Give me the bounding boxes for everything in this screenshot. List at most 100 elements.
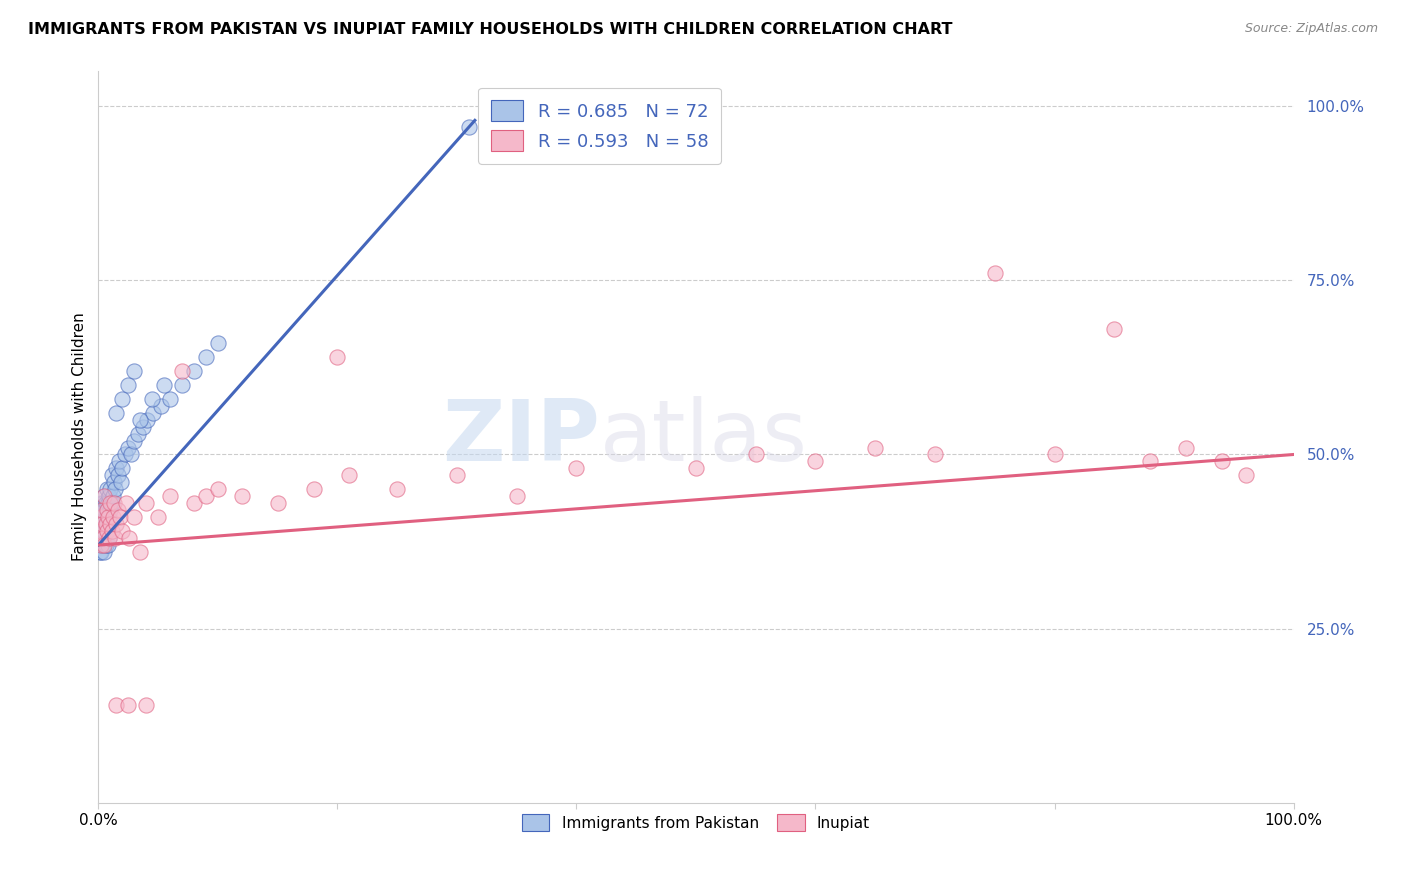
Point bbox=[96, 524, 118, 538]
Point bbox=[207, 483, 229, 497]
Point bbox=[148, 510, 170, 524]
Point bbox=[97, 517, 120, 532]
Point bbox=[131, 419, 153, 434]
Point bbox=[90, 545, 112, 559]
Point bbox=[90, 510, 112, 524]
Point bbox=[458, 120, 481, 134]
Point bbox=[105, 517, 128, 532]
Point bbox=[124, 434, 146, 448]
Point bbox=[141, 392, 163, 406]
Point bbox=[117, 698, 139, 713]
Point bbox=[90, 538, 112, 552]
Point bbox=[91, 538, 114, 552]
Text: Source: ZipAtlas.com: Source: ZipAtlas.com bbox=[1244, 22, 1378, 36]
Point bbox=[101, 489, 124, 503]
Point bbox=[153, 377, 176, 392]
Point bbox=[115, 496, 138, 510]
Point bbox=[105, 698, 128, 713]
Point bbox=[142, 406, 165, 420]
Text: ZIP: ZIP bbox=[443, 395, 600, 479]
Point bbox=[107, 454, 129, 468]
Point bbox=[207, 336, 229, 351]
Point bbox=[135, 698, 157, 713]
Point bbox=[183, 364, 205, 378]
Point bbox=[89, 538, 111, 552]
Point bbox=[111, 524, 134, 538]
Point bbox=[100, 496, 122, 510]
Text: IMMIGRANTS FROM PAKISTAN VS INUPIAT FAMILY HOUSEHOLDS WITH CHILDREN CORRELATION : IMMIGRANTS FROM PAKISTAN VS INUPIAT FAMI… bbox=[28, 22, 953, 37]
Point bbox=[96, 524, 118, 538]
Point bbox=[1234, 468, 1257, 483]
Point bbox=[98, 510, 121, 524]
Point bbox=[94, 496, 117, 510]
Point bbox=[94, 517, 117, 532]
Point bbox=[1139, 454, 1161, 468]
Point bbox=[91, 503, 114, 517]
Point bbox=[108, 510, 131, 524]
Point bbox=[93, 524, 115, 538]
Point bbox=[745, 448, 768, 462]
Y-axis label: Family Households with Children: Family Households with Children bbox=[72, 313, 87, 561]
Point bbox=[98, 496, 122, 510]
Point bbox=[231, 489, 253, 503]
Point bbox=[103, 475, 125, 490]
Point bbox=[91, 531, 114, 545]
Point bbox=[93, 503, 115, 517]
Point bbox=[1043, 448, 1066, 462]
Legend: Immigrants from Pakistan, Inupiat: Immigrants from Pakistan, Inupiat bbox=[515, 806, 877, 839]
Point bbox=[98, 483, 122, 497]
Point bbox=[93, 489, 115, 503]
Point bbox=[326, 350, 349, 364]
Point bbox=[91, 524, 114, 538]
Point bbox=[100, 468, 122, 483]
Point bbox=[127, 426, 149, 441]
Point bbox=[117, 377, 139, 392]
Point bbox=[89, 524, 111, 538]
Point bbox=[94, 510, 117, 524]
Point bbox=[267, 496, 290, 510]
Point bbox=[94, 517, 117, 532]
Point bbox=[924, 448, 946, 462]
Point bbox=[105, 461, 128, 475]
Point bbox=[91, 517, 114, 532]
Point bbox=[98, 531, 121, 545]
Point bbox=[90, 538, 112, 552]
Text: atlas: atlas bbox=[600, 395, 808, 479]
Point bbox=[107, 468, 129, 483]
Point bbox=[91, 503, 114, 517]
Point bbox=[89, 524, 111, 538]
Point bbox=[94, 538, 117, 552]
Point bbox=[339, 468, 361, 483]
Point bbox=[865, 441, 887, 455]
Point bbox=[97, 510, 120, 524]
Point bbox=[98, 517, 122, 532]
Point bbox=[506, 489, 529, 503]
Point bbox=[195, 350, 218, 364]
Point bbox=[100, 524, 122, 538]
Point bbox=[159, 489, 181, 503]
Point bbox=[96, 503, 118, 517]
Point bbox=[90, 510, 112, 524]
Point bbox=[98, 503, 122, 517]
Point bbox=[111, 392, 134, 406]
Point bbox=[135, 496, 157, 510]
Point bbox=[104, 531, 127, 545]
Point bbox=[98, 489, 121, 503]
Point bbox=[93, 489, 115, 503]
Point bbox=[195, 489, 218, 503]
Point bbox=[446, 468, 468, 483]
Point bbox=[91, 531, 114, 545]
Point bbox=[120, 448, 142, 462]
Point bbox=[97, 538, 120, 552]
Point bbox=[804, 454, 827, 468]
Point bbox=[89, 510, 111, 524]
Point bbox=[91, 510, 114, 524]
Point bbox=[984, 266, 1007, 280]
Point bbox=[90, 531, 112, 545]
Point bbox=[105, 406, 128, 420]
Point bbox=[136, 412, 159, 426]
Point bbox=[124, 364, 146, 378]
Point bbox=[183, 496, 205, 510]
Point bbox=[90, 524, 112, 538]
Point bbox=[90, 496, 112, 510]
